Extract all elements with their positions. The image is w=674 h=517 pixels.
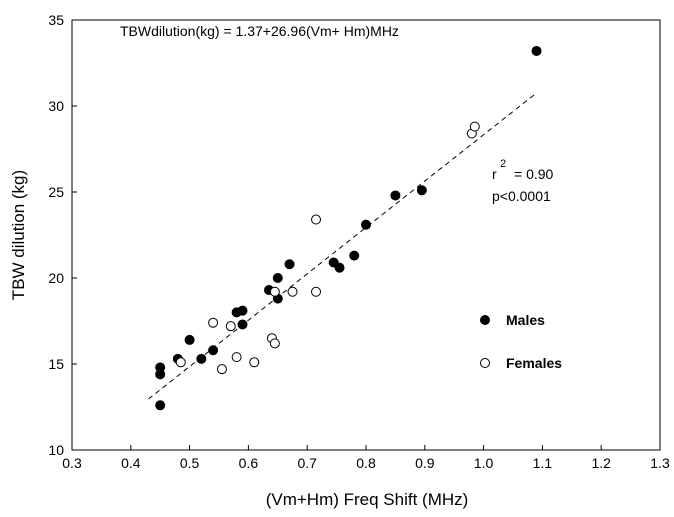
data-points: [155, 45, 542, 411]
axes: 0.3 0.4 0.5 0.6 0.7 0.8 0.9 1.0 1.1 1.2 1.3 10 15 20 2…: [48, 12, 670, 471]
svg-text:r: r: [492, 166, 497, 182]
y-tick-label: 15: [48, 356, 64, 372]
legend-label-females: Females: [506, 355, 562, 371]
data-point-males: [208, 345, 219, 356]
data-point-males: [184, 334, 195, 345]
x-tick-label: 1.0: [474, 455, 494, 471]
x-tick-label: 0.7: [297, 455, 317, 471]
data-point-males: [272, 273, 283, 283]
legend-marker-females: [480, 358, 490, 368]
data-point-females: [311, 286, 322, 297]
data-point-females: [311, 214, 322, 225]
regression-line: [148, 92, 537, 400]
equation-annotation: TBWdilution(kg) = 1.37+26.96(Vm+ Hm)MHz: [120, 23, 399, 39]
x-tick-label: 1.2: [591, 455, 611, 471]
y-tick-label: 25: [48, 184, 64, 200]
x-tick-label: 0.4: [121, 455, 141, 471]
data-point-females: [469, 121, 480, 132]
plot-frame: [71, 19, 661, 451]
data-point-males: [284, 259, 295, 270]
data-point-females: [269, 338, 280, 349]
x-tick-label: 0.3: [62, 455, 82, 471]
y-tick-label: 35: [48, 12, 64, 28]
y-tick-label: 10: [48, 442, 64, 458]
data-point-males: [349, 250, 360, 261]
y-tick-label: 30: [48, 98, 64, 114]
svg-text:= 0.90: = 0.90: [514, 166, 554, 182]
data-point-males: [531, 45, 542, 56]
legend-label-males: Males: [506, 312, 545, 328]
x-tick-label: 0.5: [180, 455, 200, 471]
data-point-females: [175, 357, 186, 368]
y-tick-label: 20: [48, 270, 64, 286]
svg-text:2: 2: [500, 158, 506, 170]
x-tick-label: 0.8: [356, 455, 376, 471]
data-point-males: [196, 353, 207, 364]
data-point-males: [155, 369, 166, 380]
x-tick-label: 0.6: [239, 455, 259, 471]
data-point-females: [269, 286, 280, 297]
data-point-males: [237, 305, 248, 316]
data-point-females: [231, 352, 242, 363]
data-point-females: [208, 317, 219, 328]
data-point-males: [390, 190, 401, 201]
regression-line-group: [148, 92, 537, 400]
p-value-annotation: p<0.0001: [492, 188, 551, 204]
data-point-females: [225, 321, 236, 332]
x-tick-label: 1.1: [533, 455, 553, 471]
x-tick-label: 1.3: [650, 455, 670, 471]
legend: Males Females: [480, 312, 562, 371]
data-point-males: [237, 319, 248, 330]
x-tick-label: 0.9: [415, 455, 435, 471]
y-axis-title: TBW dilution (kg): [9, 170, 28, 300]
data-point-males: [361, 219, 371, 230]
data-point-females: [287, 286, 298, 297]
data-point-males: [155, 400, 166, 411]
data-point-females: [216, 364, 227, 375]
data-point-males: [416, 185, 427, 196]
r-squared-annotation: r 2 = 0.90: [492, 158, 554, 182]
data-point-females: [249, 357, 260, 368]
data-point-males: [334, 262, 345, 273]
legend-marker-males: [480, 315, 490, 325]
x-axis-title: (Vm+Hm) Freq Shift (MHz): [266, 490, 469, 509]
